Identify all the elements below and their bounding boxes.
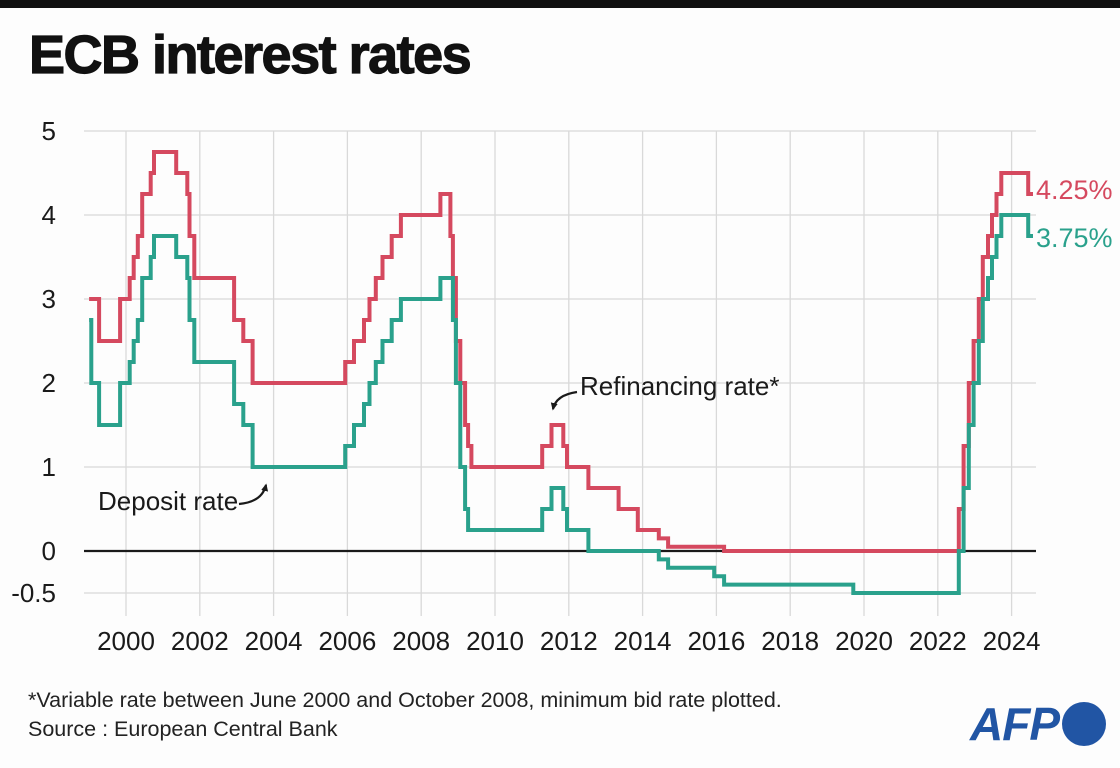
annotation-arrow-deposit	[238, 483, 269, 506]
x-tick-label: 2008	[392, 626, 450, 656]
y-tick-label: 4	[42, 200, 56, 230]
x-tick-label: 2018	[761, 626, 819, 656]
end-label-refinancing: 4.25%	[1036, 175, 1113, 205]
annotation-refinancing-rate-label: Refinancing rate*	[580, 371, 780, 401]
x-tick-label: 2016	[687, 626, 745, 656]
x-tick-label: 2024	[983, 626, 1041, 656]
footnote: *Variable rate between June 2000 and Oct…	[28, 688, 782, 712]
x-tick-label: 2012	[540, 626, 598, 656]
x-tick-label: 2000	[97, 626, 155, 656]
annotation-deposit-rate-label: Deposit rate	[98, 486, 239, 516]
source-line: Source : European Central Bank	[28, 717, 338, 741]
y-tick-label: 5	[42, 116, 56, 146]
annotation-arrow-refinancing	[550, 390, 578, 411]
afp-logo: AFP	[970, 697, 1106, 751]
y-tick-label: 3	[42, 284, 56, 314]
y-tick-label: 2	[42, 368, 56, 398]
x-tick-label: 2022	[909, 626, 967, 656]
top-bar	[0, 0, 1120, 8]
x-tick-label: 2020	[835, 626, 893, 656]
y-tick-label: 1	[42, 452, 56, 482]
afp-logo-text: AFP	[970, 698, 1060, 750]
x-tick-label: 2004	[245, 626, 303, 656]
x-tick-label: 2002	[171, 626, 229, 656]
series-line-deposit	[89, 213, 1033, 595]
x-tick-label: 2014	[614, 626, 672, 656]
page-title: ECB interest rates	[28, 24, 472, 85]
x-tick-label: 2010	[466, 626, 524, 656]
afp-logo-circle-icon	[1062, 702, 1106, 746]
y-tick-label: -0.5	[11, 578, 56, 608]
end-label-deposit: 3.75%	[1036, 223, 1113, 253]
x-tick-label: 2006	[318, 626, 376, 656]
y-tick-label: 0	[42, 536, 56, 566]
